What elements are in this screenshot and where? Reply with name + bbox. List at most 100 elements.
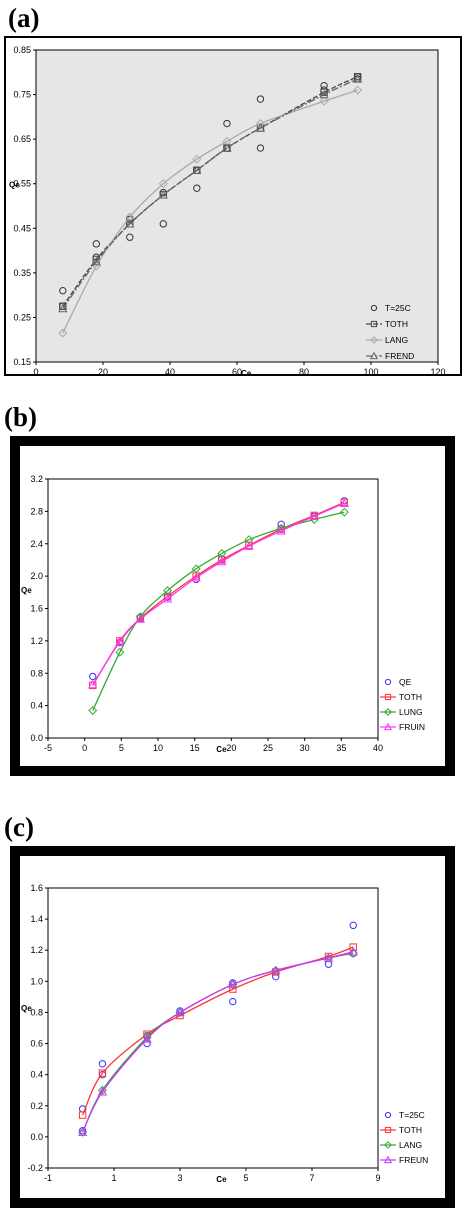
y-tick-label: 2.0 — [30, 571, 43, 581]
data-point-lung — [276, 523, 286, 533]
y-tick-label: 1.6 — [30, 604, 43, 614]
legend-label-toth: TOTH — [399, 1125, 422, 1135]
data-point-lang — [78, 1127, 88, 1137]
y-tick-label: 0.55 — [13, 179, 31, 189]
data-point-lung — [135, 612, 145, 622]
data-point-toth — [78, 1111, 87, 1119]
data-point-toth — [320, 88, 328, 97]
chart-b: 0.0 0.4 0.8 1.2 1.6 2.0 2.4 2.8 3.2 -5 0 5 10 15 20 25 3… — [21, 474, 425, 754]
data-point-freun — [175, 1007, 185, 1017]
legend-marker-toth — [384, 693, 392, 701]
y-tick-label: 2.8 — [30, 506, 43, 516]
legend-marker-lang — [384, 1141, 392, 1149]
x-tick-label: 3 — [177, 1173, 182, 1183]
y-tick-label: 1.2 — [30, 945, 43, 955]
x-tick-label: 120 — [430, 367, 445, 377]
data-point-lung — [339, 507, 349, 517]
x-tick-label: 25 — [263, 743, 273, 753]
x-tick-label: 35 — [336, 743, 346, 753]
data-point-fruin — [88, 679, 98, 689]
y-tick-label: 1.6 — [30, 883, 43, 893]
data-point-qe — [89, 672, 97, 681]
x-tick-label: 5 — [243, 1173, 248, 1183]
data-point-toth — [349, 943, 357, 951]
legend-marker-toth — [370, 320, 378, 328]
x-axis-label: Ce — [241, 369, 252, 378]
series-line-fruin — [92, 502, 345, 685]
x-tick-label: 20 — [98, 367, 108, 377]
data-point-frend — [222, 143, 232, 152]
data-point-toth — [98, 1069, 107, 1077]
series-line-lang — [62, 89, 358, 334]
data-point-t=25c — [223, 119, 231, 128]
y-tick-label: 0.2 — [30, 1101, 43, 1111]
legend-marker-qe — [384, 678, 392, 686]
legend-marker-lung — [384, 708, 392, 716]
data-point-t=25c — [126, 233, 134, 241]
y-tick-label: 1.4 — [30, 914, 43, 924]
y-tick-label: 3.2 — [30, 474, 43, 484]
legend-label-toth: TOTH — [399, 692, 422, 702]
y-tick-label: 0.35 — [13, 268, 31, 278]
x-tick-label: -1 — [44, 1173, 52, 1183]
data-point-fruin — [191, 572, 201, 582]
data-point-frend — [255, 123, 266, 132]
y-tick-label: 1.2 — [30, 636, 43, 646]
x-tick-label: 30 — [300, 743, 310, 753]
x-tick-label: 5 — [119, 743, 124, 753]
panel-letter-a: (a) — [8, 3, 40, 33]
y-axis-label: Qe — [21, 1004, 32, 1013]
data-point-toth — [229, 985, 237, 993]
data-point-fruin — [339, 498, 349, 507]
y-tick-label: 0.85 — [13, 45, 31, 55]
data-point-freun — [271, 965, 281, 975]
legend-marker-lang — [370, 336, 378, 344]
data-point-t=25c — [143, 1039, 151, 1048]
data-point-fruin — [162, 593, 173, 603]
data-point-lung — [244, 535, 254, 545]
legend-label-lung: LUNG — [399, 707, 423, 717]
chart-panel-b: 0.0 0.4 0.8 1.2 1.6 2.0 2.4 2.8 3.2 -5 0 5 10 15 20 25 3… — [10, 436, 455, 776]
data-point-lung — [191, 564, 201, 574]
x-tick-label: -5 — [44, 743, 52, 753]
legend-marker-frend — [369, 351, 379, 360]
legend-marker-fruin — [383, 722, 393, 731]
legend-marker-toth — [384, 1126, 392, 1134]
data-point-frend — [192, 165, 202, 175]
legend-label-toth: TOTH — [385, 319, 408, 329]
data-point-lung — [88, 705, 98, 715]
legend-marker-t=25c — [370, 304, 378, 312]
y-tick-label: 0.4 — [30, 1070, 43, 1080]
data-point-frend — [91, 256, 101, 266]
data-point-frend — [125, 218, 135, 228]
plot-area-a — [35, 49, 439, 363]
y-tick-label: 0.4 — [30, 701, 43, 711]
x-tick-label: 20 — [226, 743, 236, 753]
legend-label-t=25c: T=25C — [385, 303, 411, 313]
y-tick-label: 0.0 — [30, 733, 43, 743]
legend-label-lang: LANG — [399, 1140, 422, 1150]
x-tick-label: 15 — [190, 743, 200, 753]
data-point-t=25c — [92, 240, 101, 248]
panel-letter-b: (b) — [4, 402, 37, 432]
data-point-frend — [352, 74, 363, 83]
y-tick-label: 0.15 — [13, 357, 31, 367]
y-tick-label: 0.0 — [30, 1132, 43, 1142]
chart-a: 0.15 0.25 0.35 0.45 0.55 0.65 0.75 0.85 0 20 40 60 8… — [9, 45, 446, 378]
data-point-fruin — [276, 525, 286, 535]
y-tick-label: 1.0 — [30, 976, 43, 986]
series-line-freun — [82, 951, 354, 1133]
y-tick-label: 0.45 — [13, 223, 31, 233]
data-point-toth — [59, 302, 67, 310]
data-point-t=25c — [256, 95, 265, 103]
x-axis-label: Ce — [216, 1175, 227, 1184]
data-point-t=25c — [59, 286, 67, 295]
data-point-toth — [353, 73, 362, 81]
y-tick-label: 0.25 — [13, 312, 31, 322]
x-tick-label: 100 — [363, 367, 378, 377]
data-point-fruin — [115, 636, 125, 646]
chart-c: -0.2 0.0 0.2 0.4 0.6 0.8 1.0 1.2 1.4 1.6 -1 1 3 5 7 9 Qe… — [21, 883, 428, 1184]
legend-label-lang: LANG — [385, 335, 408, 345]
y-axis-label: Qe — [21, 586, 32, 595]
x-axis-label: Ce — [216, 745, 227, 754]
